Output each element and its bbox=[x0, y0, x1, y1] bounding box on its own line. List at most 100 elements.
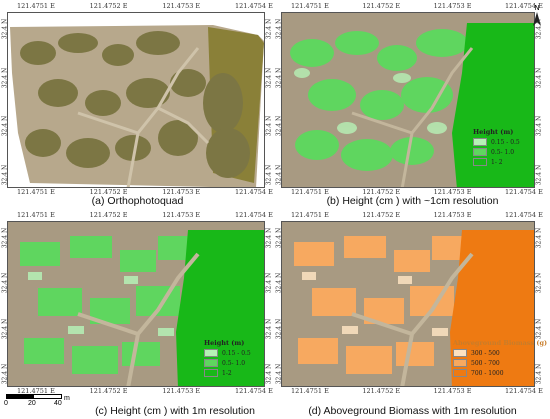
x-tick-label-bottom: 121.4753 E bbox=[162, 188, 201, 196]
x-tick-label-bottom: 121.4753 E bbox=[162, 387, 201, 395]
y-tick-label-left: 32.4 N bbox=[1, 318, 9, 339]
legend-item: 0.5- 1.0 bbox=[204, 359, 251, 367]
panel-caption: (b) Height (cm ) with ~1cm resolution bbox=[326, 195, 499, 207]
scale-unit: m bbox=[64, 395, 70, 402]
biomass-legend: Aboveground Biomass (g) 300 - 500 500 - … bbox=[453, 339, 547, 379]
y-tick-label-right: 32.4 N bbox=[535, 363, 543, 385]
y-tick-label-right: 32.4 N bbox=[535, 227, 543, 249]
x-tick-label-top: 121.4754 E bbox=[235, 211, 273, 219]
y-tick-label-left: 32.4 N bbox=[275, 116, 283, 137]
y-tick-label-right: 32.4 N bbox=[265, 116, 273, 137]
legend-swatch bbox=[453, 369, 467, 377]
north-arrow-icon bbox=[533, 12, 541, 26]
legend-swatch bbox=[453, 359, 467, 367]
x-tick-label-bottom: 121.4752 E bbox=[89, 387, 128, 395]
y-tick-label-left: 32.4 N bbox=[1, 273, 9, 294]
legend-item: 0.15 - 0.5 bbox=[204, 349, 251, 357]
x-tick-label-top: 121.4751 E bbox=[17, 2, 55, 10]
legend-title: Height (m) bbox=[473, 128, 514, 136]
x-tick-label-bottom: 121.4752 E bbox=[89, 188, 128, 196]
y-tick-label-right: 32.4 N bbox=[265, 363, 273, 385]
y-tick-label-left: 32.4 N bbox=[1, 164, 9, 186]
y-tick-label-right: 32.4 N bbox=[535, 164, 543, 186]
legend-item: 0.5- 1.0 bbox=[473, 148, 520, 156]
height-1m-raster bbox=[8, 222, 264, 386]
legend-item: 500 - 700 bbox=[453, 359, 547, 367]
legend-item: 300 - 500 bbox=[453, 349, 547, 357]
x-tick-label-top: 121.4754 E bbox=[235, 2, 273, 10]
y-tick-label-right: 32.4 N bbox=[535, 67, 543, 88]
legend-label: 0.15 - 0.5 bbox=[491, 138, 520, 146]
x-tick-label-bottom: 121.4754 E bbox=[505, 387, 543, 395]
scale-bar-graphic bbox=[6, 394, 62, 399]
biomass-map bbox=[281, 221, 535, 387]
x-tick-label-bottom: 121.4752 E bbox=[362, 188, 401, 196]
x-tick-label-top: 121.4752 E bbox=[89, 211, 128, 219]
y-tick-label-left: 32.4 N bbox=[1, 363, 9, 385]
x-tick-label-bottom: 121.4751 E bbox=[17, 188, 55, 196]
legend-title: Height (m) bbox=[204, 339, 245, 347]
scale-label-20: 20 bbox=[28, 400, 36, 407]
y-tick-label-right: 32.4 N bbox=[265, 227, 273, 249]
x-tick-label-top: 121.4754 E bbox=[505, 211, 543, 219]
y-tick-label-right: 32.4 N bbox=[265, 67, 273, 88]
legend-swatch bbox=[473, 148, 487, 156]
height-legend: Height (m) 0.15 - 0.5 0.5- 1.0 1- 2 bbox=[473, 128, 520, 168]
legend-swatch bbox=[204, 369, 218, 377]
panel-biomass: Aboveground Biomass (g) 300 - 500 500 - … bbox=[275, 209, 550, 419]
y-tick-label-left: 32.4 N bbox=[1, 116, 9, 137]
x-tick-label-top: 121.4753 E bbox=[433, 211, 472, 219]
y-tick-label-right: 32.4 N bbox=[535, 318, 543, 339]
x-tick-label-bottom: 121.4754 E bbox=[505, 188, 543, 196]
x-tick-label-bottom: 121.4751 E bbox=[17, 387, 55, 395]
y-tick-label-left: 32.4 N bbox=[1, 227, 9, 249]
scale-label-0: 0 bbox=[4, 400, 8, 407]
x-tick-label-bottom: 121.4752 E bbox=[362, 387, 401, 395]
legend-swatch bbox=[473, 138, 487, 146]
legend-label: 1-2 bbox=[222, 369, 232, 377]
panel-orthophoto: (a) Orthophotoquad 121.4751 E 121.4752 E 1… bbox=[0, 0, 275, 209]
panel-caption: (a) Orthophotoquad bbox=[91, 195, 184, 207]
legend-label: 0.15 - 0.5 bbox=[222, 349, 251, 357]
panel-height-1cm: Height (m) 0.15 - 0.5 0.5- 1.0 1- 2 N (b… bbox=[275, 0, 550, 209]
orthophoto-map bbox=[7, 12, 265, 188]
x-tick-label-bottom: 121.4751 E bbox=[291, 188, 329, 196]
y-tick-label-right: 32.4 N bbox=[265, 318, 273, 339]
orthophoto-image bbox=[8, 13, 264, 187]
legend-label: 0.5- 1.0 bbox=[491, 148, 515, 156]
x-tick-label-top: 121.4752 E bbox=[362, 2, 401, 10]
y-tick-label-right: 32.4 N bbox=[535, 18, 543, 40]
y-tick-label-left: 32.4 N bbox=[275, 227, 283, 249]
panel-caption: (d) Aboveground Biomass with 1m resoluti… bbox=[308, 405, 517, 417]
x-tick-label-bottom: 121.4753 E bbox=[433, 188, 472, 196]
scale-bar: 0 20 40 m bbox=[2, 394, 72, 412]
x-tick-label-top: 121.4753 E bbox=[162, 211, 201, 219]
y-tick-label-left: 32.4 N bbox=[1, 67, 9, 88]
legend-label: 300 - 500 bbox=[471, 349, 500, 357]
x-tick-label-top: 121.4753 E bbox=[162, 2, 201, 10]
y-tick-label-left: 32.4 N bbox=[275, 363, 283, 385]
legend-swatch bbox=[473, 158, 487, 166]
legend-label: 500 - 700 bbox=[471, 359, 500, 367]
x-tick-label-bottom: 121.4754 E bbox=[235, 387, 273, 395]
height-1cm-raster bbox=[282, 13, 534, 187]
legend-item: 1- 2 bbox=[473, 158, 520, 166]
y-tick-label-left: 32.4 N bbox=[275, 273, 283, 294]
y-tick-label-left: 32.4 N bbox=[275, 164, 283, 186]
x-tick-label-bottom: 121.4751 E bbox=[291, 387, 329, 395]
y-tick-label-right: 32.4 N bbox=[265, 164, 273, 186]
panel-height-1m: Height (m) 0.15 - 0.5 0.5- 1.0 1-2 0 20 … bbox=[0, 209, 275, 419]
biomass-raster bbox=[282, 222, 534, 386]
legend-item: 1-2 bbox=[204, 369, 251, 377]
legend-swatch bbox=[204, 349, 218, 357]
scale-label-40: 40 bbox=[54, 400, 62, 407]
y-tick-label-right: 32.4 N bbox=[535, 116, 543, 137]
legend-swatch bbox=[204, 359, 218, 367]
y-tick-label-left: 32.4 N bbox=[275, 67, 283, 88]
y-tick-label-right: 32.4 N bbox=[265, 18, 273, 40]
legend-label: 1- 2 bbox=[491, 158, 503, 166]
y-tick-label-left: 32.4 N bbox=[275, 18, 283, 40]
height-legend: Height (m) 0.15 - 0.5 0.5- 1.0 1-2 bbox=[204, 339, 251, 379]
legend-title: Aboveground Biomass (g) bbox=[453, 339, 548, 347]
